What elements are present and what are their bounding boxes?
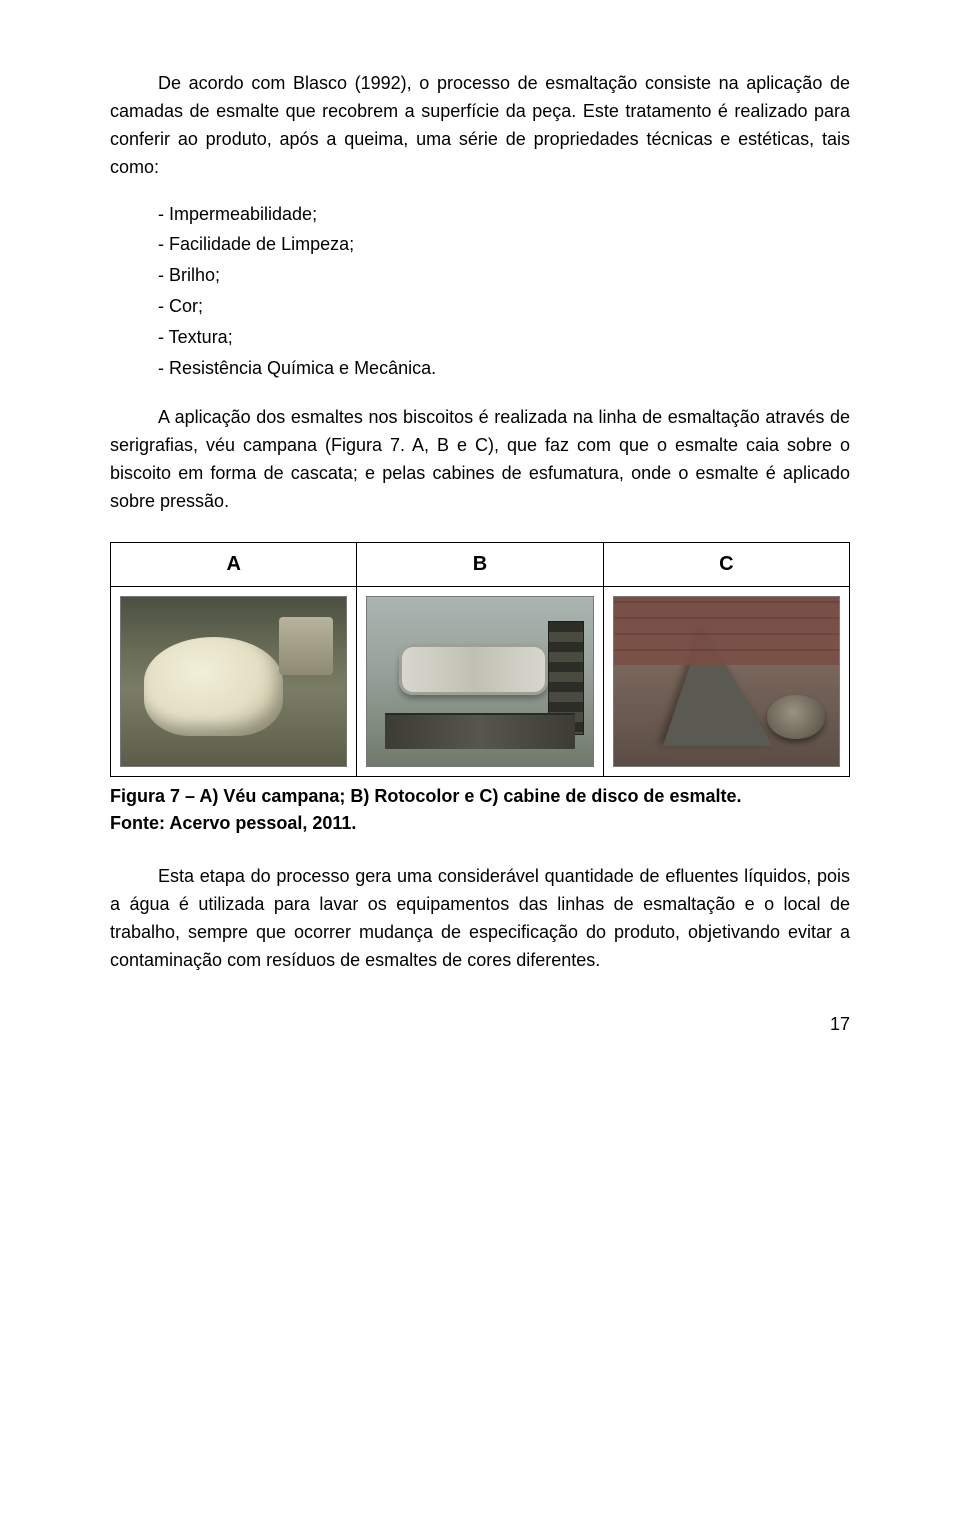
figure-header-c: C	[603, 542, 849, 586]
figure-caption: Figura 7 – A) Véu campana; B) Rotocolor …	[110, 783, 850, 837]
photo-detail	[548, 621, 584, 736]
photo-detail	[614, 597, 839, 665]
photo-veu-campana	[120, 596, 347, 767]
figure-header-a: A	[111, 542, 357, 586]
paragraph-3: Esta etapa do processo gera uma consider…	[110, 863, 850, 975]
list-item: - Textura;	[158, 323, 850, 352]
list-item: - Impermeabilidade;	[158, 200, 850, 229]
properties-list: - Impermeabilidade; - Facilidade de Limp…	[158, 200, 850, 383]
figure-cell-c	[603, 586, 849, 776]
list-item: - Brilho;	[158, 261, 850, 290]
figure-header-b: B	[357, 542, 603, 586]
list-item: - Facilidade de Limpeza;	[158, 230, 850, 259]
figure-cell-b	[357, 586, 603, 776]
caption-line-1: Figura 7 – A) Véu campana; B) Rotocolor …	[110, 786, 742, 806]
figure-table: A B C	[110, 542, 850, 777]
photo-frame	[363, 593, 596, 770]
paragraph-1: De acordo com Blasco (1992), o processo …	[110, 70, 850, 182]
list-item: - Resistência Química e Mecânica.	[158, 354, 850, 383]
photo-rotocolor	[366, 596, 593, 767]
photo-cabine-disco	[613, 596, 840, 767]
paragraph-2: A aplicação dos esmaltes nos biscoitos é…	[110, 404, 850, 516]
photo-frame	[117, 593, 350, 770]
list-item: - Cor;	[158, 292, 850, 321]
document-page: De acordo com Blasco (1992), o processo …	[0, 0, 960, 1095]
figure-cell-a	[111, 586, 357, 776]
page-number: 17	[110, 1014, 850, 1035]
caption-line-2: Fonte: Acervo pessoal, 2011.	[110, 813, 356, 833]
photo-frame	[610, 593, 843, 770]
